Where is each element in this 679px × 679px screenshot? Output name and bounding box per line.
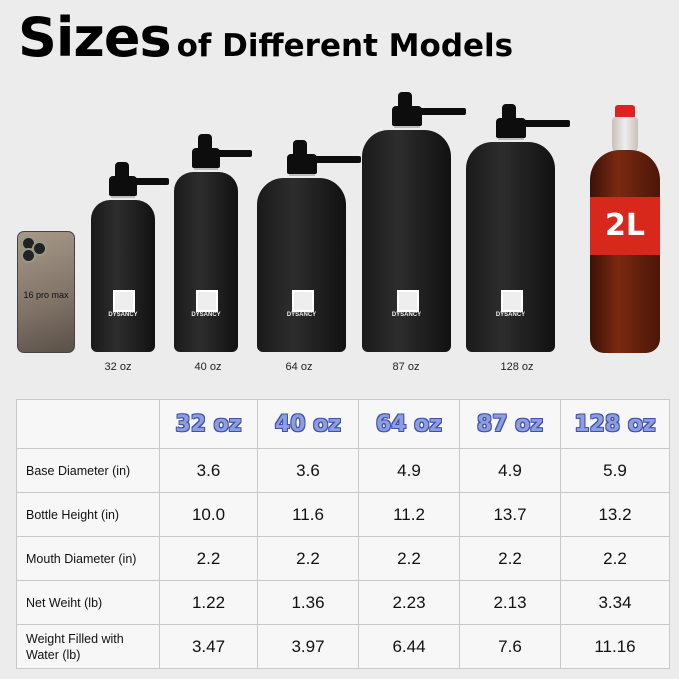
table-cell: 13.2 [560, 492, 670, 537]
bottle-handle [521, 120, 571, 127]
column-header: 87 oz [459, 399, 561, 449]
phone-reference: 16 pro max [17, 231, 75, 353]
bottle-size-label: 40 oz [194, 361, 222, 373]
bottle-size-label: 128 oz [500, 361, 534, 373]
bottle-spout [197, 134, 212, 150]
bottle-handle [133, 178, 169, 185]
brand-logo-icon [196, 290, 218, 312]
title-main: Sizes [18, 6, 172, 69]
table-cell: 13.7 [459, 492, 561, 537]
row-label: Base Diameter (in) [16, 448, 160, 493]
bottle-size-label: 64 oz [285, 361, 313, 373]
page-title: Sizes of Different Models [18, 6, 513, 69]
table-cell: 1.36 [257, 580, 359, 625]
table-cell: 6.44 [358, 624, 460, 669]
phone-label: 16 pro max [23, 290, 69, 300]
table-cell: 11.6 [257, 492, 359, 537]
table-cell: 3.47 [159, 624, 258, 669]
column-header-empty [16, 399, 160, 449]
bottle-body [91, 200, 155, 352]
row-label: Bottle Height (in) [16, 492, 160, 537]
bottle-body [257, 178, 346, 352]
table-cell: 2.23 [358, 580, 460, 625]
table-cell: 2.13 [459, 580, 561, 625]
bottle-spout [397, 92, 412, 108]
brand-logo-icon [396, 290, 419, 312]
column-header: 128 oz [560, 399, 670, 449]
table-cell: 2.2 [560, 536, 670, 581]
column-header: 40 oz [257, 399, 359, 449]
table-cell: 2.2 [459, 536, 561, 581]
bottle-cap [391, 106, 422, 126]
specs-table: 32 oz 40 oz 64 oz 87 oz 128 oz Base Diameter… [16, 399, 670, 669]
bottle-3: DYSANCY [362, 92, 471, 352]
bottle-cap [286, 154, 317, 174]
bottle-cap [108, 176, 138, 196]
bottle-handle [312, 156, 362, 163]
table-cell: 2.2 [358, 536, 460, 581]
bottle-cap [495, 118, 526, 138]
table-cell: 11.16 [560, 624, 670, 669]
row-label: Net Weiht (lb) [16, 580, 160, 625]
table-cell: 3.34 [560, 580, 670, 625]
table-row: Mouth Diameter (in) 2.2 2.2 2.2 2.2 2.2 [16, 536, 670, 581]
brand-name: DYSANCY [391, 312, 422, 318]
bottle-body [466, 142, 555, 352]
bottle-ring [393, 125, 420, 128]
bottle-1: DYSANCY [174, 134, 258, 352]
row-label: Weight Filled with Water (lb) [16, 624, 160, 669]
bottle-spout [292, 140, 307, 156]
soda-cap [615, 105, 635, 119]
bottle-body [362, 130, 451, 352]
brand-logo-icon [500, 290, 523, 312]
table-cell: 4.9 [358, 448, 460, 493]
table-cell: 3.6 [257, 448, 359, 493]
bottle-cap [191, 148, 221, 168]
table-cell: 10.0 [159, 492, 258, 537]
row-label: Mouth Diameter (in) [16, 536, 160, 581]
brand-logo-icon [113, 290, 135, 312]
bottle-2: DYSANCY [257, 140, 366, 352]
bottle-ring [193, 167, 219, 170]
table-row: Base Diameter (in) 3.6 3.6 4.9 4.9 5.9 [16, 448, 670, 493]
table-row: Weight Filled with Water (lb) 3.47 3.97 6.4… [16, 624, 670, 669]
bottle-body [174, 172, 238, 352]
camera-lens-icon [21, 248, 36, 263]
bottle-handle [417, 108, 467, 115]
table-cell: 7.6 [459, 624, 561, 669]
column-header: 32 oz [159, 399, 258, 449]
bottle-handle [216, 150, 252, 157]
table-cell: 3.97 [257, 624, 359, 669]
table-cell: 3.6 [159, 448, 258, 493]
table-row: Net Weiht (lb) 1.22 1.36 2.23 2.13 3.34 [16, 580, 670, 625]
bottle-4: DYSANCY [466, 104, 575, 352]
table-cell: 5.9 [560, 448, 670, 493]
table-header-row: 32 oz 40 oz 64 oz 87 oz 128 oz [16, 399, 670, 449]
soda-bottle: 2L [590, 105, 660, 353]
bottle-0: DYSANCY [91, 162, 175, 352]
table-cell: 11.2 [358, 492, 460, 537]
brand-name: DYSANCY [108, 312, 138, 318]
bottle-ring [288, 173, 315, 176]
table-cell: 4.9 [459, 448, 561, 493]
bottle-ring [497, 137, 524, 140]
table-row: Bottle Height (in) 10.0 11.6 11.2 13.7 13.2 [16, 492, 670, 537]
bottle-size-label: 32 oz [104, 361, 132, 373]
table-cell: 1.22 [159, 580, 258, 625]
table-cell: 2.2 [257, 536, 359, 581]
brand-name: DYSANCY [286, 312, 317, 318]
bottle-ring [110, 195, 136, 198]
table-cell: 2.2 [159, 536, 258, 581]
soda-label: 2L [590, 197, 660, 255]
brand-name: DYSANCY [495, 312, 526, 318]
bottle-spout [114, 162, 129, 178]
brand-logo-icon [291, 290, 314, 312]
title-sub: of Different Models [176, 28, 514, 64]
bottle-spout [501, 104, 516, 120]
bottle-size-label: 87 oz [392, 361, 420, 373]
column-header: 64 oz [358, 399, 460, 449]
brand-name: DYSANCY [191, 312, 221, 318]
